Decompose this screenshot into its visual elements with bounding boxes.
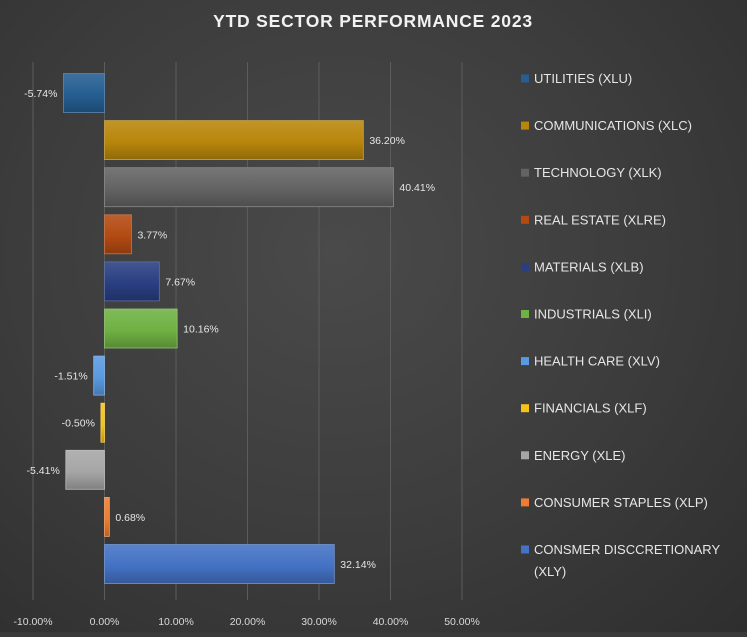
x-tick-label: 10.00% xyxy=(158,616,194,628)
legend-swatch xyxy=(521,121,529,130)
legend-label: MATERIALS (XLB) xyxy=(534,259,644,274)
legend-swatch xyxy=(521,168,529,177)
legend-label: ENERGY (XLE) xyxy=(534,448,626,463)
x-tick-label: 20.00% xyxy=(230,616,266,628)
legend-label: REAL ESTATE (XLRE) xyxy=(534,212,666,227)
x-axis: -10.00% 0.00% 10.00% 20.00% 30.00% 40.00% 50.0… xyxy=(13,616,479,628)
legend-label: CONSUMER STAPLES (XLP) xyxy=(534,495,708,510)
legend-swatch xyxy=(521,262,529,271)
bar-3 xyxy=(104,167,394,208)
bars xyxy=(63,73,394,584)
data-label: 40.41% xyxy=(399,182,435,194)
legend: UTILITIES (XLU) COMMUNICATIONS (XLC) TECHN… xyxy=(521,71,720,579)
legend-swatch xyxy=(521,74,529,83)
data-label: 0.68% xyxy=(115,512,145,524)
bar-4 xyxy=(104,214,132,255)
legend-label: COMMUNICATIONS (XLC) xyxy=(534,118,692,133)
legend-swatch xyxy=(521,215,529,224)
data-label: 7.67% xyxy=(165,276,195,288)
bar-7 xyxy=(93,355,105,396)
bar-5 xyxy=(104,261,160,302)
legend-label: INDUSTRIALS (XLI) xyxy=(534,307,652,322)
bar-2 xyxy=(104,120,364,160)
data-label: -5.74% xyxy=(24,88,57,100)
data-label: 10.16% xyxy=(183,324,219,336)
data-label: -1.51% xyxy=(54,371,87,383)
x-tick-label: 40.00% xyxy=(373,616,409,628)
x-tick-label: 50.00% xyxy=(444,616,480,628)
legend-swatch xyxy=(521,451,529,460)
x-tick-label: -10.00% xyxy=(13,616,52,628)
legend-label: CONSMER DISCCRETIONARY (XLY) xyxy=(534,542,720,579)
legend-swatch xyxy=(521,498,529,507)
bar-11 xyxy=(104,544,335,584)
data-label: 3.77% xyxy=(137,229,167,241)
data-labels: -5.74% 36.20% 40.41% 3.77% 7.67% 10.16% -1.51%… xyxy=(24,88,435,571)
data-label: -0.50% xyxy=(62,418,95,430)
data-label: 32.14% xyxy=(340,559,376,571)
legend-swatch xyxy=(521,357,529,366)
bar-6 xyxy=(104,308,178,349)
data-label: -5.41% xyxy=(27,465,60,477)
legend-swatch xyxy=(521,404,529,413)
x-tick-label: 30.00% xyxy=(301,616,337,628)
chart-title: YTD SECTOR PERFORMANCE 2023 xyxy=(213,11,533,31)
data-label: 36.20% xyxy=(369,135,405,147)
bar-8 xyxy=(100,402,105,443)
bar-10 xyxy=(104,496,110,537)
legend-label: UTILITIES (XLU) xyxy=(534,71,632,86)
legend-label: HEALTH CARE (XLV) xyxy=(534,354,660,369)
bar-9 xyxy=(65,449,105,490)
x-tick-label: 0.00% xyxy=(90,616,120,628)
legend-swatch xyxy=(521,545,529,554)
legend-label: FINANCIALS (XLF) xyxy=(534,401,647,416)
bar-1 xyxy=(63,73,105,113)
legend-label: TECHNOLOGY (XLK) xyxy=(534,165,662,180)
legend-swatch xyxy=(521,310,529,318)
